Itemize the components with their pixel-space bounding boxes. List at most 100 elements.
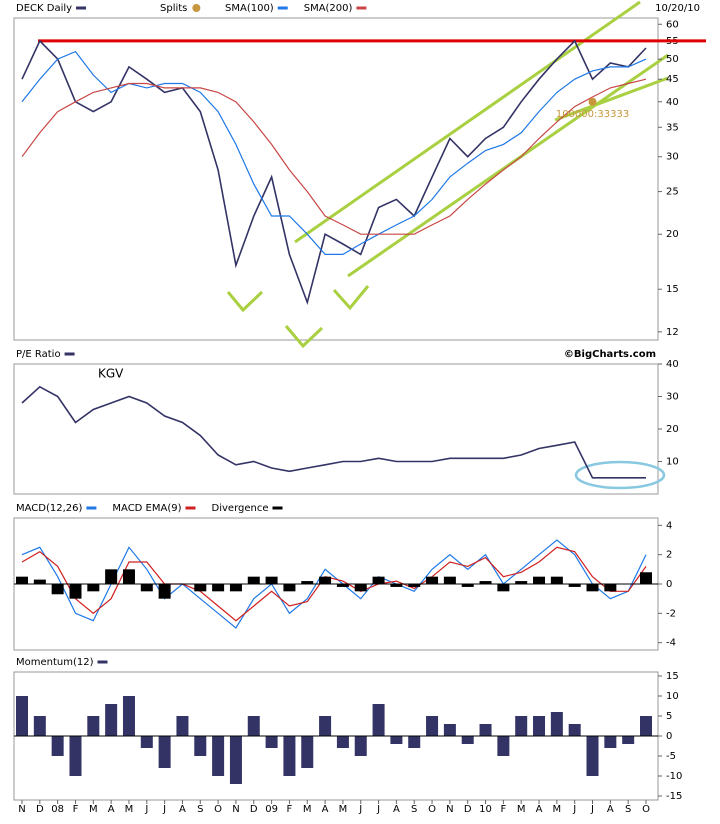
line (21, 78, 647, 235)
bar (69, 736, 82, 776)
bar (247, 576, 260, 584)
bar (443, 724, 456, 736)
y-tick-label: -4 (666, 638, 676, 649)
bar (283, 584, 296, 592)
x-tick-label: A (607, 804, 614, 815)
bar (354, 584, 367, 592)
bar (229, 736, 242, 784)
bar (122, 696, 135, 736)
bar (194, 736, 207, 756)
x-tick-label: D (36, 804, 44, 815)
y-tick-label: 35 (666, 122, 679, 133)
x-tick-label: N (446, 804, 453, 815)
y-tick-label: 15 (666, 284, 679, 295)
bar (426, 716, 439, 736)
bar (122, 569, 135, 584)
x-tick-label: N (18, 804, 25, 815)
x-tick-label: A (108, 804, 115, 815)
bar (550, 712, 563, 736)
legend-label: Divergence (212, 503, 269, 514)
bar (568, 724, 581, 736)
bar (604, 584, 617, 592)
y-tick-label: 5 (666, 711, 672, 722)
bar (640, 716, 652, 736)
bar (586, 584, 599, 592)
bar (390, 736, 403, 744)
y-tick-label: 10 (666, 691, 679, 702)
x-tick-label: A (393, 804, 400, 815)
bar (158, 584, 171, 599)
bar (336, 736, 349, 748)
bar (550, 576, 563, 584)
bar (194, 584, 207, 592)
bar (229, 584, 242, 592)
y-tick-label: 40 (666, 97, 679, 108)
y-tick-label: 0 (666, 579, 672, 590)
panel-frame (13, 363, 659, 495)
x-tick-label: F (73, 804, 79, 815)
bar (604, 736, 617, 748)
bar (176, 716, 189, 736)
bar (87, 716, 100, 736)
y-tick-label: 10 (666, 457, 679, 468)
y-tick-label: 4 (666, 520, 672, 531)
x-tick-label: J (358, 804, 362, 815)
bar (33, 716, 46, 736)
bar (372, 576, 385, 584)
bar (515, 716, 528, 736)
y-tick-label: 30 (666, 152, 679, 163)
bar (461, 584, 474, 587)
x-tick-label: J (572, 804, 576, 815)
legend-label: DECK Daily (16, 3, 72, 14)
x-tick-label: M (89, 804, 98, 815)
y-tick-label: -5 (666, 751, 676, 762)
bar (301, 736, 314, 768)
x-tick-label: D (464, 804, 472, 815)
x-tick-label: N (232, 804, 239, 815)
bar (533, 716, 546, 736)
x-tick-label: F (287, 804, 293, 815)
bar (426, 576, 439, 584)
x-tick-label: 09 (265, 804, 278, 815)
bar (140, 584, 153, 592)
y-tick-label: 60 (666, 19, 679, 30)
y-tick-label: -10 (666, 771, 682, 782)
x-tick-label: M (303, 804, 312, 815)
bar (443, 576, 456, 584)
x-tick-label: J (162, 804, 166, 815)
bar (105, 704, 118, 736)
legend-label: MACD EMA(9) (112, 503, 181, 514)
y-tick-label: 15 (666, 671, 679, 682)
bar (319, 716, 332, 736)
annotation: KGV (98, 367, 124, 381)
panel-frame (13, 17, 659, 341)
bar (283, 736, 296, 776)
bar (515, 581, 528, 584)
bar (212, 736, 225, 776)
y-tick-label: 2 (666, 550, 672, 561)
bar (212, 584, 225, 592)
date: 10/20/10 (655, 3, 700, 14)
y-tick-label: 40 (666, 359, 679, 370)
bar (16, 576, 28, 584)
line (21, 50, 647, 255)
legend-label: Splits (160, 3, 187, 14)
bar (16, 696, 28, 736)
y-tick-label: 50 (666, 54, 679, 65)
bar (354, 736, 367, 756)
bar (408, 584, 421, 587)
bar (390, 584, 403, 587)
bar (319, 576, 332, 584)
bar (33, 579, 46, 584)
y-tick-label: -15 (666, 791, 682, 802)
x-tick-label: F (500, 804, 506, 815)
y-tick-label: 25 (666, 187, 679, 198)
x-tick-label: J (376, 804, 380, 815)
y-tick-label: 12 (666, 327, 679, 338)
x-tick-label: O (214, 804, 222, 815)
bar (265, 736, 278, 748)
line (21, 539, 647, 629)
bar (586, 736, 599, 776)
bar (533, 576, 546, 584)
